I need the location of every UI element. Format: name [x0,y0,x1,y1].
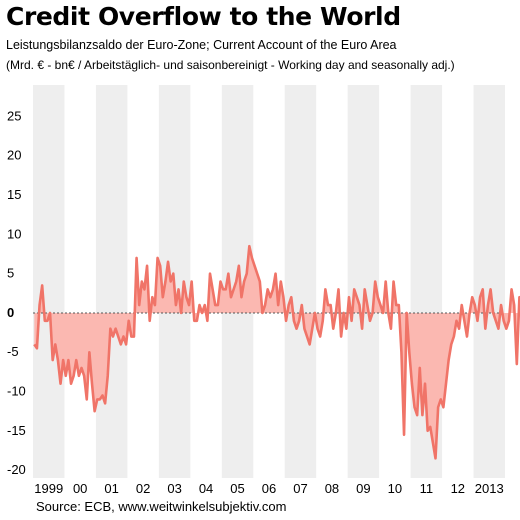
x-tick-label: 04 [199,481,213,496]
x-tick-label: 01 [104,481,118,496]
y-tick-label: -5 [7,344,19,359]
x-tick-label: 12 [451,481,465,496]
x-tick-label: 1999 [34,481,63,496]
x-tick-label: 03 [167,481,181,496]
chart-units-note: (Mrd. € - bn€ / Arbeitstäglich- und sais… [6,58,455,72]
year-band [473,85,505,478]
y-tick-label: -10 [7,384,26,399]
x-tick-labels: 1999 00 01 02 03 04 05 06 07 08 09 10 11 12 2013 [34,481,503,496]
x-tick-label: 2013 [475,481,504,496]
x-tick-label: 07 [293,481,307,496]
year-band [284,85,317,478]
year-band [347,85,380,478]
chart-subtitle: Leistungsbilanzsaldo der Euro-Zone; Curr… [6,38,397,52]
y-tick-label: 5 [7,266,14,281]
x-tick-label: 02 [136,481,150,496]
year-band [95,85,128,478]
x-tick-label: 11 [420,481,434,496]
x-tick-label: 05 [230,481,244,496]
y-tick-label: 20 [7,148,21,163]
x-tick-label: 06 [262,481,276,496]
x-tick-label: 00 [73,481,87,496]
y-tick-label: -15 [7,423,26,438]
x-tick-label: 10 [388,481,402,496]
x-tick-label: 08 [325,481,339,496]
series-line [33,244,520,460]
y-tick-labels: -20 -15 -10 -5 0 5 10 15 20 25 [7,108,26,477]
y-tick-label: 10 [7,226,21,241]
y-tick-label: 0 [7,305,14,320]
y-tick-label: 25 [7,108,21,123]
chart-title: Credit Overflow to the World [6,2,401,31]
year-band [33,85,65,478]
series-line-group [33,244,520,460]
y-tick-label: 15 [7,187,21,202]
chart-source: Source: ECB, www.weitwinkelsubjektiv.com [36,499,287,514]
x-tick-label: 09 [356,481,370,496]
y-tick-label: -20 [7,462,26,477]
